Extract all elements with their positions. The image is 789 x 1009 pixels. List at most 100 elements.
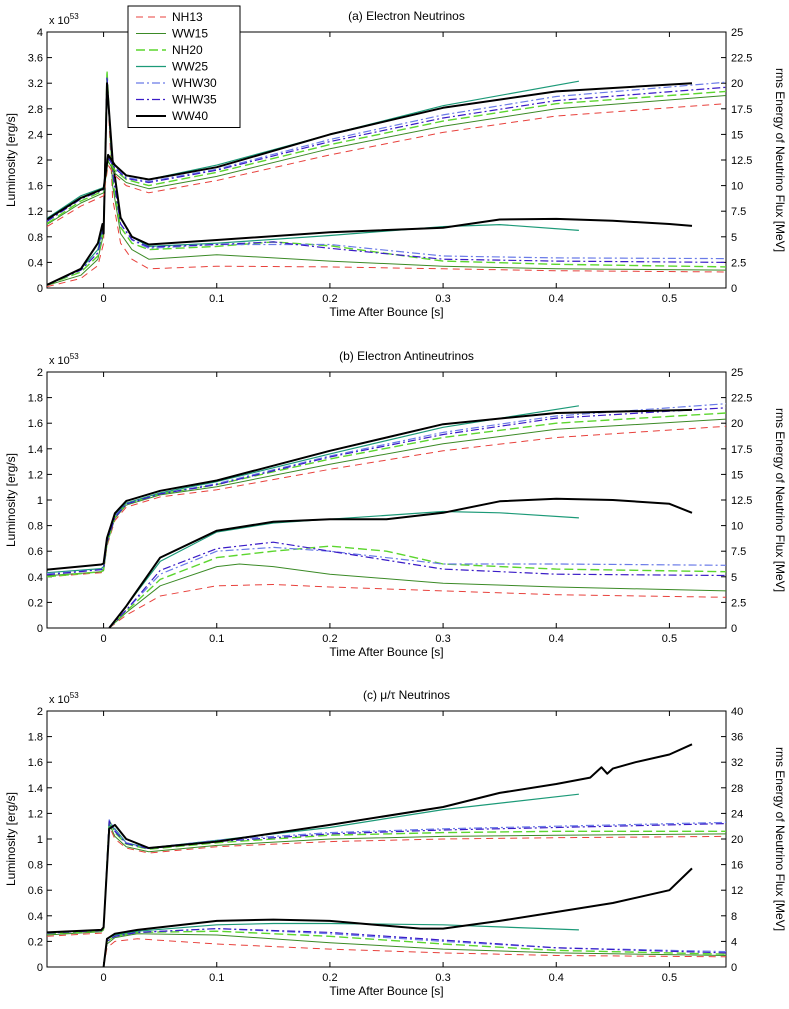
series-line-ww15-rms bbox=[47, 95, 726, 225]
y2-tick-label: 36 bbox=[731, 732, 743, 744]
y2-tick-label: 22.5 bbox=[731, 53, 752, 65]
y2-tick-label: 5 bbox=[731, 572, 737, 584]
series-line-whw30-rms bbox=[47, 819, 726, 934]
y2-tick-label: 0 bbox=[731, 623, 737, 635]
y-tick-label: 0.8 bbox=[28, 232, 43, 244]
chart-panel-3: 0 0.1 0.2 0.3 0.4 0.5 0 0.2 0.4 0.6 0.8 1 1.2 1.4 1.6 1… bbox=[4, 688, 787, 998]
y2-tick-label: 20 bbox=[731, 834, 743, 846]
series-line-nh20 bbox=[108, 545, 726, 628]
series-line-whw30-rms bbox=[47, 403, 726, 575]
y2-axis-label: rms Energy of Neutrino Flux [MeV] bbox=[773, 408, 787, 592]
y-tick-label: 1.8 bbox=[28, 393, 43, 405]
series-line-nh13 bbox=[103, 938, 726, 967]
series-line-nh13-rms bbox=[47, 425, 726, 578]
y-axis-label: Luminosity [erg/s] bbox=[4, 113, 18, 207]
y2-tick-label: 7.5 bbox=[731, 206, 746, 218]
exponent-label: x 1053 bbox=[49, 352, 79, 367]
x-tick-label: 0.4 bbox=[549, 633, 564, 645]
y-tick-label: 2 bbox=[37, 367, 43, 379]
y-tick-label: 0 bbox=[37, 283, 43, 295]
y2-tick-label: 40 bbox=[731, 706, 743, 718]
y-tick-label: 2 bbox=[37, 155, 43, 167]
series-line-whw35 bbox=[47, 76, 726, 286]
series-line-nh13-rms bbox=[47, 103, 726, 228]
legend-label-whw30: WHW30 bbox=[172, 76, 217, 90]
y-axis-label: Luminosity [erg/s] bbox=[4, 792, 18, 886]
y-tick-label: 0 bbox=[37, 623, 43, 635]
series-line-ww40-rms bbox=[47, 408, 693, 571]
series-line-ww25-rms bbox=[47, 405, 579, 574]
y-tick-label: 0.4 bbox=[28, 911, 43, 923]
y2-tick-label: 8 bbox=[731, 911, 737, 923]
y2-tick-label: 2.5 bbox=[731, 257, 746, 269]
series-line-ww25-rms bbox=[47, 793, 579, 933]
y-tick-label: 1.2 bbox=[28, 808, 43, 820]
chart-title: (b) Electron Antineutrinos bbox=[339, 349, 474, 363]
y-tick-label: 2 bbox=[37, 706, 43, 718]
y-tick-label: 1.8 bbox=[28, 732, 43, 744]
series-line-whw30-rms bbox=[47, 81, 726, 221]
x-axis-label: Time After Bounce [s] bbox=[329, 305, 443, 319]
x-tick-label: 0 bbox=[101, 972, 107, 984]
series-line-nh13 bbox=[47, 76, 726, 288]
y2-tick-label: 16 bbox=[731, 860, 743, 872]
y2-tick-label: 10 bbox=[731, 181, 743, 193]
series-group bbox=[47, 69, 726, 288]
y2-tick-label: 0 bbox=[731, 283, 737, 295]
series-line-ww25 bbox=[108, 510, 579, 628]
series-line-nh20 bbox=[102, 930, 726, 967]
y2-tick-label: 22.5 bbox=[731, 393, 752, 405]
series-line-ww40 bbox=[47, 82, 693, 286]
x-tick-label: 0.1 bbox=[209, 972, 224, 984]
series-line-whw35-rms bbox=[47, 820, 726, 934]
y-tick-label: 0 bbox=[37, 962, 43, 974]
legend-label-nh13: NH13 bbox=[172, 10, 203, 24]
chart-panel-2: 0 0.1 0.2 0.3 0.4 0.5 0 0.2 0.4 0.6 0.8 1 1.2 1.4 1.6 1… bbox=[4, 349, 787, 659]
series-line-nh20 bbox=[47, 69, 726, 286]
y-tick-label: 2.8 bbox=[28, 104, 43, 116]
x-tick-label: 0.3 bbox=[435, 633, 450, 645]
y-tick-label: 1.4 bbox=[28, 444, 43, 456]
legend-label-ww40: WW40 bbox=[172, 109, 208, 123]
y2-tick-label: 0 bbox=[731, 962, 737, 974]
series-line-ww15-rms bbox=[47, 823, 726, 936]
y-tick-label: 1.2 bbox=[28, 469, 43, 481]
legend-label-ww15: WW15 bbox=[172, 27, 208, 41]
y-tick-label: 3.2 bbox=[28, 78, 43, 90]
y-tick-label: 0.8 bbox=[28, 521, 43, 533]
y-tick-label: 0.2 bbox=[28, 936, 43, 948]
x-tick-label: 0.3 bbox=[435, 293, 450, 305]
series-line-whw35-rms bbox=[47, 407, 726, 576]
y2-tick-label: 28 bbox=[731, 783, 743, 795]
y2-tick-label: 17.5 bbox=[731, 104, 752, 116]
legend-label-nh20: NH20 bbox=[172, 43, 203, 57]
x-tick-label: 0.2 bbox=[322, 633, 337, 645]
y2-tick-label: 24 bbox=[731, 808, 743, 820]
x-tick-label: 0.5 bbox=[662, 972, 677, 984]
series-line-ww40-rms bbox=[47, 82, 693, 221]
chart-panel-1: 0 0.1 0.2 0.3 0.4 0.5 0 0.4 0.8 1.2 1.6 2 2.4 2.8 3.2 3… bbox=[4, 5, 787, 319]
x-tick-label: 0.1 bbox=[209, 633, 224, 645]
x-tick-label: 0.4 bbox=[549, 972, 564, 984]
series-line-ww40 bbox=[108, 497, 693, 628]
x-tick-label: 0.4 bbox=[549, 293, 564, 305]
chart-title: (a) Electron Neutrinos bbox=[348, 9, 465, 23]
x-tick-label: 0 bbox=[101, 293, 107, 305]
y-tick-label: 0.4 bbox=[28, 572, 43, 584]
y2-tick-label: 12.5 bbox=[731, 155, 752, 167]
y-tick-label: 1 bbox=[37, 495, 43, 507]
series-line-ww40 bbox=[102, 867, 693, 967]
series-group bbox=[47, 743, 726, 967]
y-tick-label: 3.6 bbox=[28, 53, 43, 65]
x-tick-label: 0.2 bbox=[322, 972, 337, 984]
y2-tick-label: 25 bbox=[731, 367, 743, 379]
series-line-ww25-rms bbox=[47, 80, 580, 219]
exponent-label: x 1053 bbox=[49, 12, 79, 27]
y2-tick-label: 32 bbox=[731, 757, 743, 769]
y2-axis-label: rms Energy of Neutrino Flux [MeV] bbox=[773, 68, 787, 252]
y2-tick-label: 15 bbox=[731, 129, 743, 141]
series-line-whw35 bbox=[108, 541, 726, 628]
y-tick-label: 0.6 bbox=[28, 546, 43, 558]
series-line-whw35 bbox=[103, 927, 726, 967]
